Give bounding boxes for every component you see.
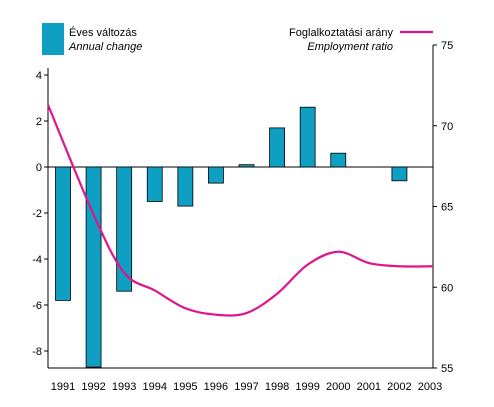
x-axis-tick-label: 1992 <box>81 381 105 393</box>
left-axis-tick-label: -8 <box>32 346 42 358</box>
x-axis-tick-label: 1997 <box>234 381 258 393</box>
left-axis-tick-label: 0 <box>36 162 42 174</box>
left-axis-tick-label: -4 <box>32 254 42 266</box>
legend-line-label: Foglalkoztatási arány <box>289 27 393 39</box>
right-axis-tick-label: 75 <box>441 40 453 52</box>
right-axis-tick-label: 55 <box>441 363 453 375</box>
legend-line-label-en: Employment ratio <box>307 41 393 53</box>
left-axis-tick-label: -2 <box>32 208 42 220</box>
x-axis-tick-label: 2001 <box>357 381 381 393</box>
right-axis-tick-label: 65 <box>441 202 453 214</box>
right-axis-tick-label: 70 <box>441 121 453 133</box>
bar <box>299 106 316 168</box>
legend-bar-label-en: Annual change <box>68 41 142 53</box>
legend-bar-swatch <box>42 23 64 55</box>
left-axis-tick-label: -6 <box>32 300 42 312</box>
bar <box>330 152 347 168</box>
x-axis-tick-label: 2000 <box>326 381 350 393</box>
bar <box>146 166 163 202</box>
x-axis-tick-label: 1993 <box>112 381 136 393</box>
bar <box>55 166 71 301</box>
bar-series <box>55 106 408 368</box>
x-axis-tick-label: 1991 <box>51 381 75 393</box>
bar <box>208 166 224 184</box>
x-axis-ticks: 1991 1992 1993 1994 1995 1996 1997 1998 1999 2000… <box>51 381 442 393</box>
x-axis-tick-label: 2003 <box>418 381 442 393</box>
right-axis-tick-label: 60 <box>441 282 453 294</box>
x-axis-tick-label: 1994 <box>143 381 167 393</box>
bar <box>177 166 194 207</box>
line-series <box>46 104 434 317</box>
x-axis-tick-label: 1995 <box>173 381 197 393</box>
bar <box>238 164 255 168</box>
left-axis-tick-label: 2 <box>36 116 42 128</box>
bar <box>391 166 408 182</box>
bar <box>269 127 285 168</box>
bar <box>85 166 102 368</box>
x-axis-tick-label: 1998 <box>265 381 289 393</box>
left-axis-tick-label: 4 <box>36 70 42 82</box>
employment-ratio-line <box>46 104 434 317</box>
x-axis-tick-label: 1999 <box>295 381 319 393</box>
x-axis-tick-label: 2002 <box>387 381 411 393</box>
axes: -8 -6 -4 -2 0 2 4 55 60 65 70 75 <box>32 40 453 375</box>
bar <box>116 166 133 292</box>
legend: Éves változás Annual change Foglalkoztat… <box>42 23 433 55</box>
x-axis-tick-label: 1996 <box>204 381 228 393</box>
legend-bar-label: Éves változás <box>69 26 137 39</box>
